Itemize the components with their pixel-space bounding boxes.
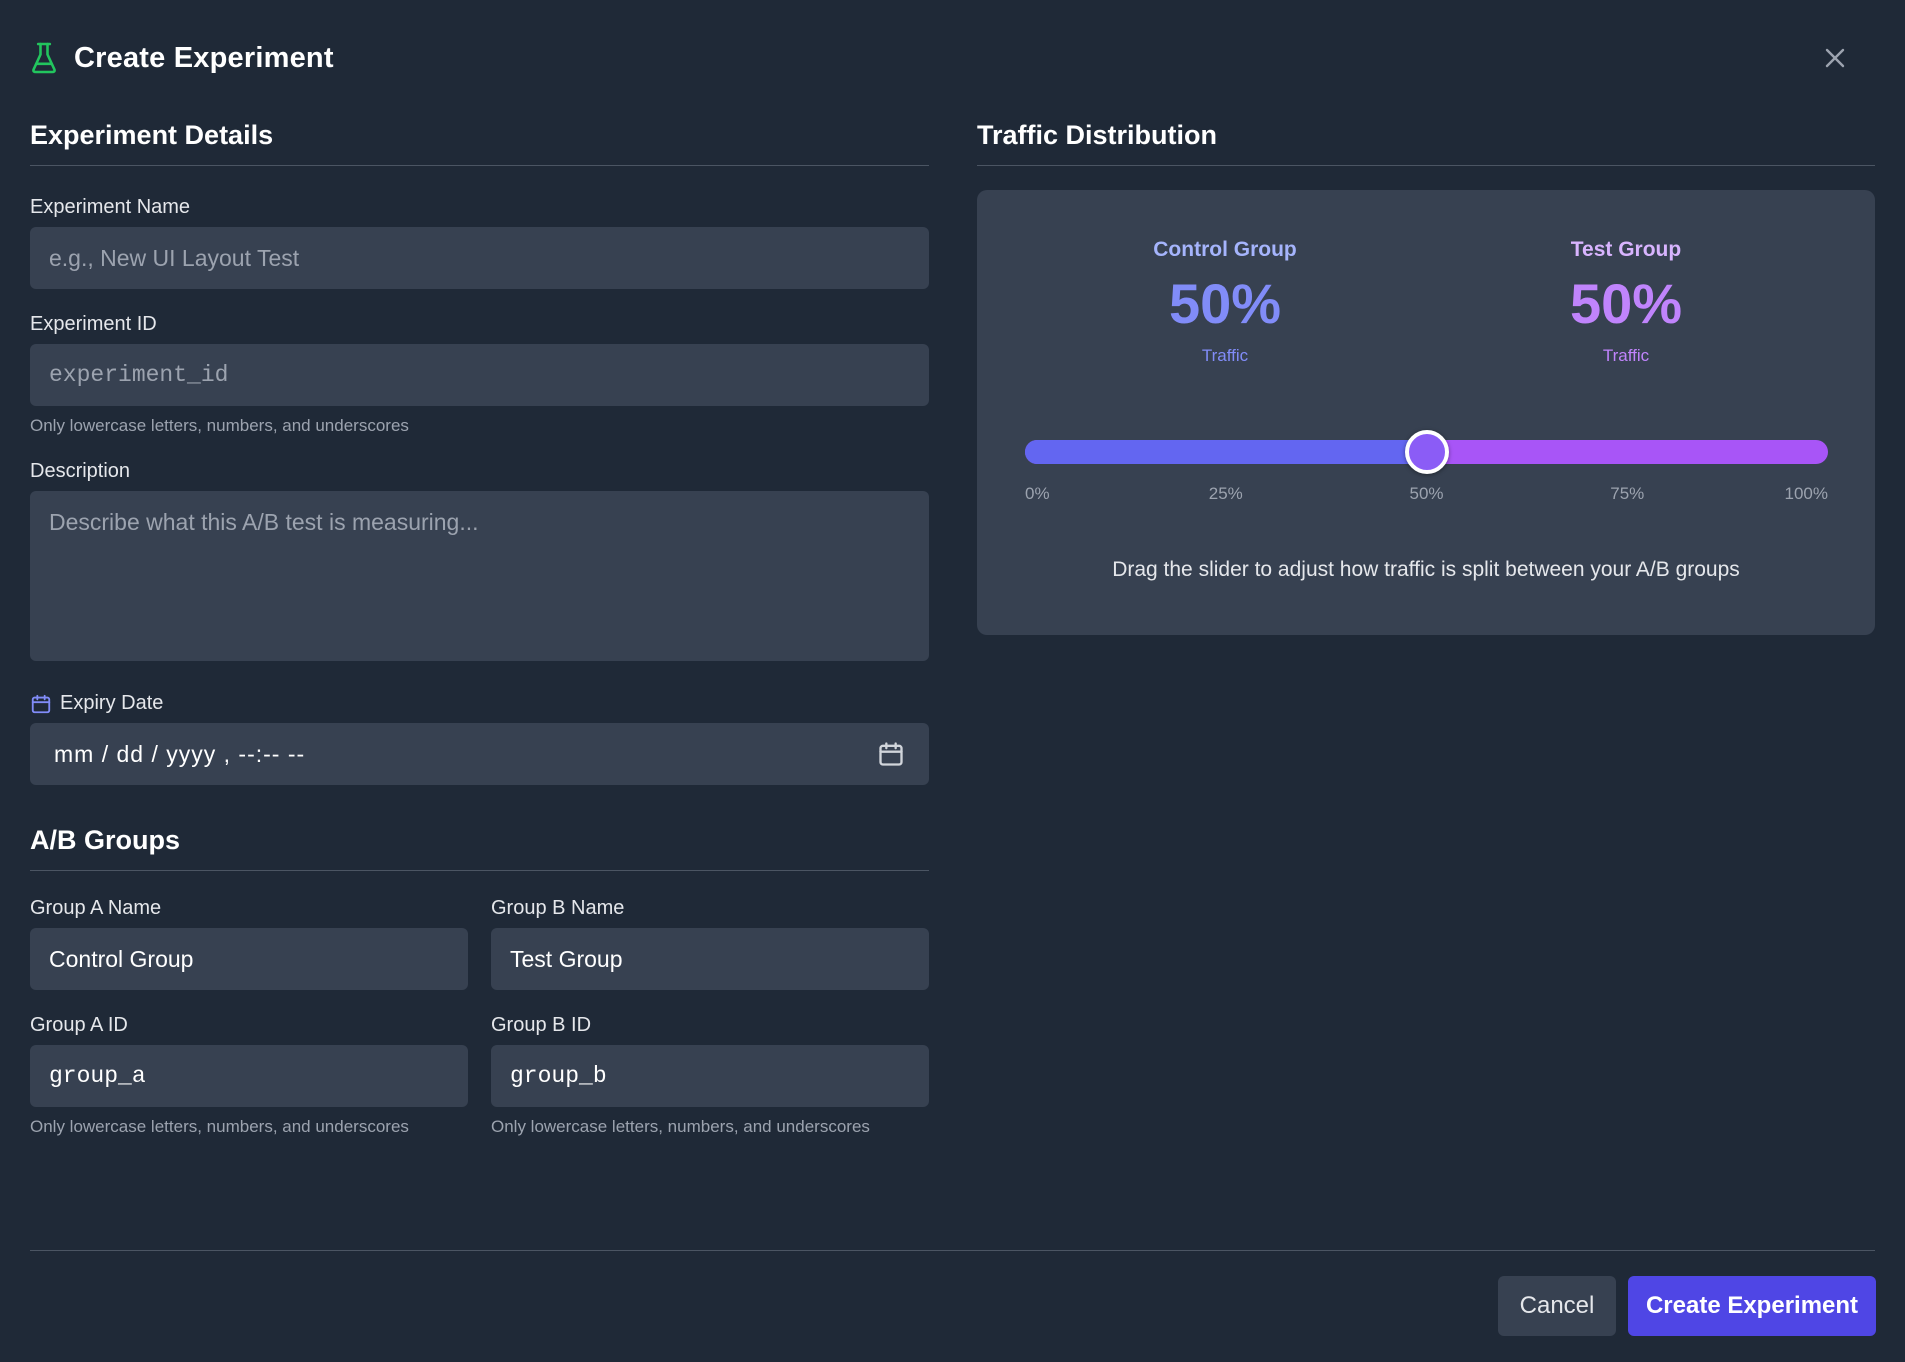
traffic-distribution-panel: Traffic Distribution Control Group 50% T…: [977, 120, 1875, 635]
footer-divider: [30, 1250, 1875, 1251]
slider-tick-label: 100%: [1784, 484, 1828, 503]
group-b-id-hint: Only lowercase letters, numbers, and und…: [491, 1117, 870, 1136]
experiment-id-field-group: Experiment ID Only lowercase letters, nu…: [30, 313, 929, 436]
flask-icon: [32, 42, 56, 74]
experiment-name-input[interactable]: [30, 227, 929, 289]
cancel-button[interactable]: Cancel: [1498, 1276, 1616, 1336]
slider-tick-label: 75%: [1610, 484, 1645, 503]
control-group-name: Control Group: [1153, 238, 1297, 261]
slider-tick-label: 0%: [1025, 484, 1050, 503]
group-b-name-field-group: Group B Name: [491, 897, 929, 990]
group-b-name-input[interactable]: [491, 928, 929, 990]
modal-title: Create Experiment: [74, 41, 334, 74]
group-b-id-input[interactable]: [491, 1045, 929, 1107]
slider-thumb[interactable]: [1404, 430, 1449, 474]
ab-groups-heading: A/B Groups: [30, 825, 929, 871]
slider-tick-labels: 0% 25% 50% 75% 100%: [1025, 484, 1828, 508]
close-icon: [1825, 48, 1845, 68]
experiment-form: Experiment Details Experiment Name Exper…: [30, 120, 929, 1137]
group-a-id-input[interactable]: [30, 1045, 468, 1107]
group-a-name-field-group: Group A Name: [30, 897, 468, 990]
group-b-id-label: Group B ID: [491, 1014, 592, 1036]
group-a-id-hint: Only lowercase letters, numbers, and und…: [30, 1117, 409, 1136]
slider-tick-label: 50%: [1409, 484, 1444, 503]
description-label: Description: [30, 460, 131, 482]
expiry-date-label: Expiry Date: [30, 692, 929, 715]
calendar-picker-icon[interactable]: [877, 740, 905, 768]
traffic-distribution-heading: Traffic Distribution: [977, 120, 1875, 166]
experiment-details-heading: Experiment Details: [30, 120, 929, 166]
control-group-percent: 50%: [1168, 272, 1282, 335]
test-group-percent: 50%: [1569, 272, 1683, 335]
traffic-help-text: Drag the slider to adjust how traffic is…: [1112, 558, 1740, 581]
test-group-summary: Test Group 50% Traffic: [1496, 238, 1756, 366]
group-a-name-input[interactable]: [30, 928, 468, 990]
traffic-card: Control Group 50% Traffic Test Group 50%…: [977, 190, 1875, 635]
control-group-summary: Control Group 50% Traffic: [1095, 238, 1355, 366]
group-ids-row: Group A ID Only lowercase letters, numbe…: [30, 1014, 929, 1137]
experiment-id-label: Experiment ID: [30, 313, 157, 335]
calendar-icon: [31, 694, 51, 713]
expiry-date-value: mm / dd / yyyy , --:-- --: [54, 740, 306, 767]
test-group-name: Test Group: [1570, 238, 1682, 261]
control-group-caption: Traffic: [1201, 346, 1249, 365]
description-textarea[interactable]: [30, 491, 929, 661]
group-a-id-label: Group A ID: [30, 1014, 128, 1036]
experiment-name-label: Experiment Name: [30, 196, 191, 218]
create-experiment-button[interactable]: Create Experiment: [1628, 1276, 1876, 1336]
modal-header: Create Experiment: [30, 36, 1875, 80]
group-b-id-field-group: Group B ID Only lowercase letters, numbe…: [491, 1014, 929, 1137]
description-field-group: Description: [30, 460, 929, 666]
traffic-split-slider[interactable]: [1025, 428, 1828, 476]
expiry-date-field-group: Expiry Date mm / dd / yyyy , --:-- --: [30, 692, 929, 785]
group-b-name-label: Group B Name: [491, 897, 625, 919]
close-button[interactable]: [1819, 42, 1851, 74]
group-names-row: Group A Name Group B Name: [30, 897, 929, 990]
group-a-id-field-group: Group A ID Only lowercase letters, numbe…: [30, 1014, 468, 1137]
slider-tick-label: 25%: [1208, 484, 1243, 503]
experiment-id-hint: Only lowercase letters, numbers, and und…: [30, 416, 409, 435]
expiry-date-input[interactable]: mm / dd / yyyy , --:-- --: [30, 723, 929, 785]
experiment-name-field-group: Experiment Name: [30, 196, 929, 289]
test-group-caption: Traffic: [1602, 346, 1650, 365]
expiry-date-label-text: Expiry Date: [60, 692, 164, 714]
experiment-id-input[interactable]: [30, 344, 929, 406]
slider-fill: [1025, 440, 1427, 464]
group-a-name-label: Group A Name: [30, 897, 162, 919]
